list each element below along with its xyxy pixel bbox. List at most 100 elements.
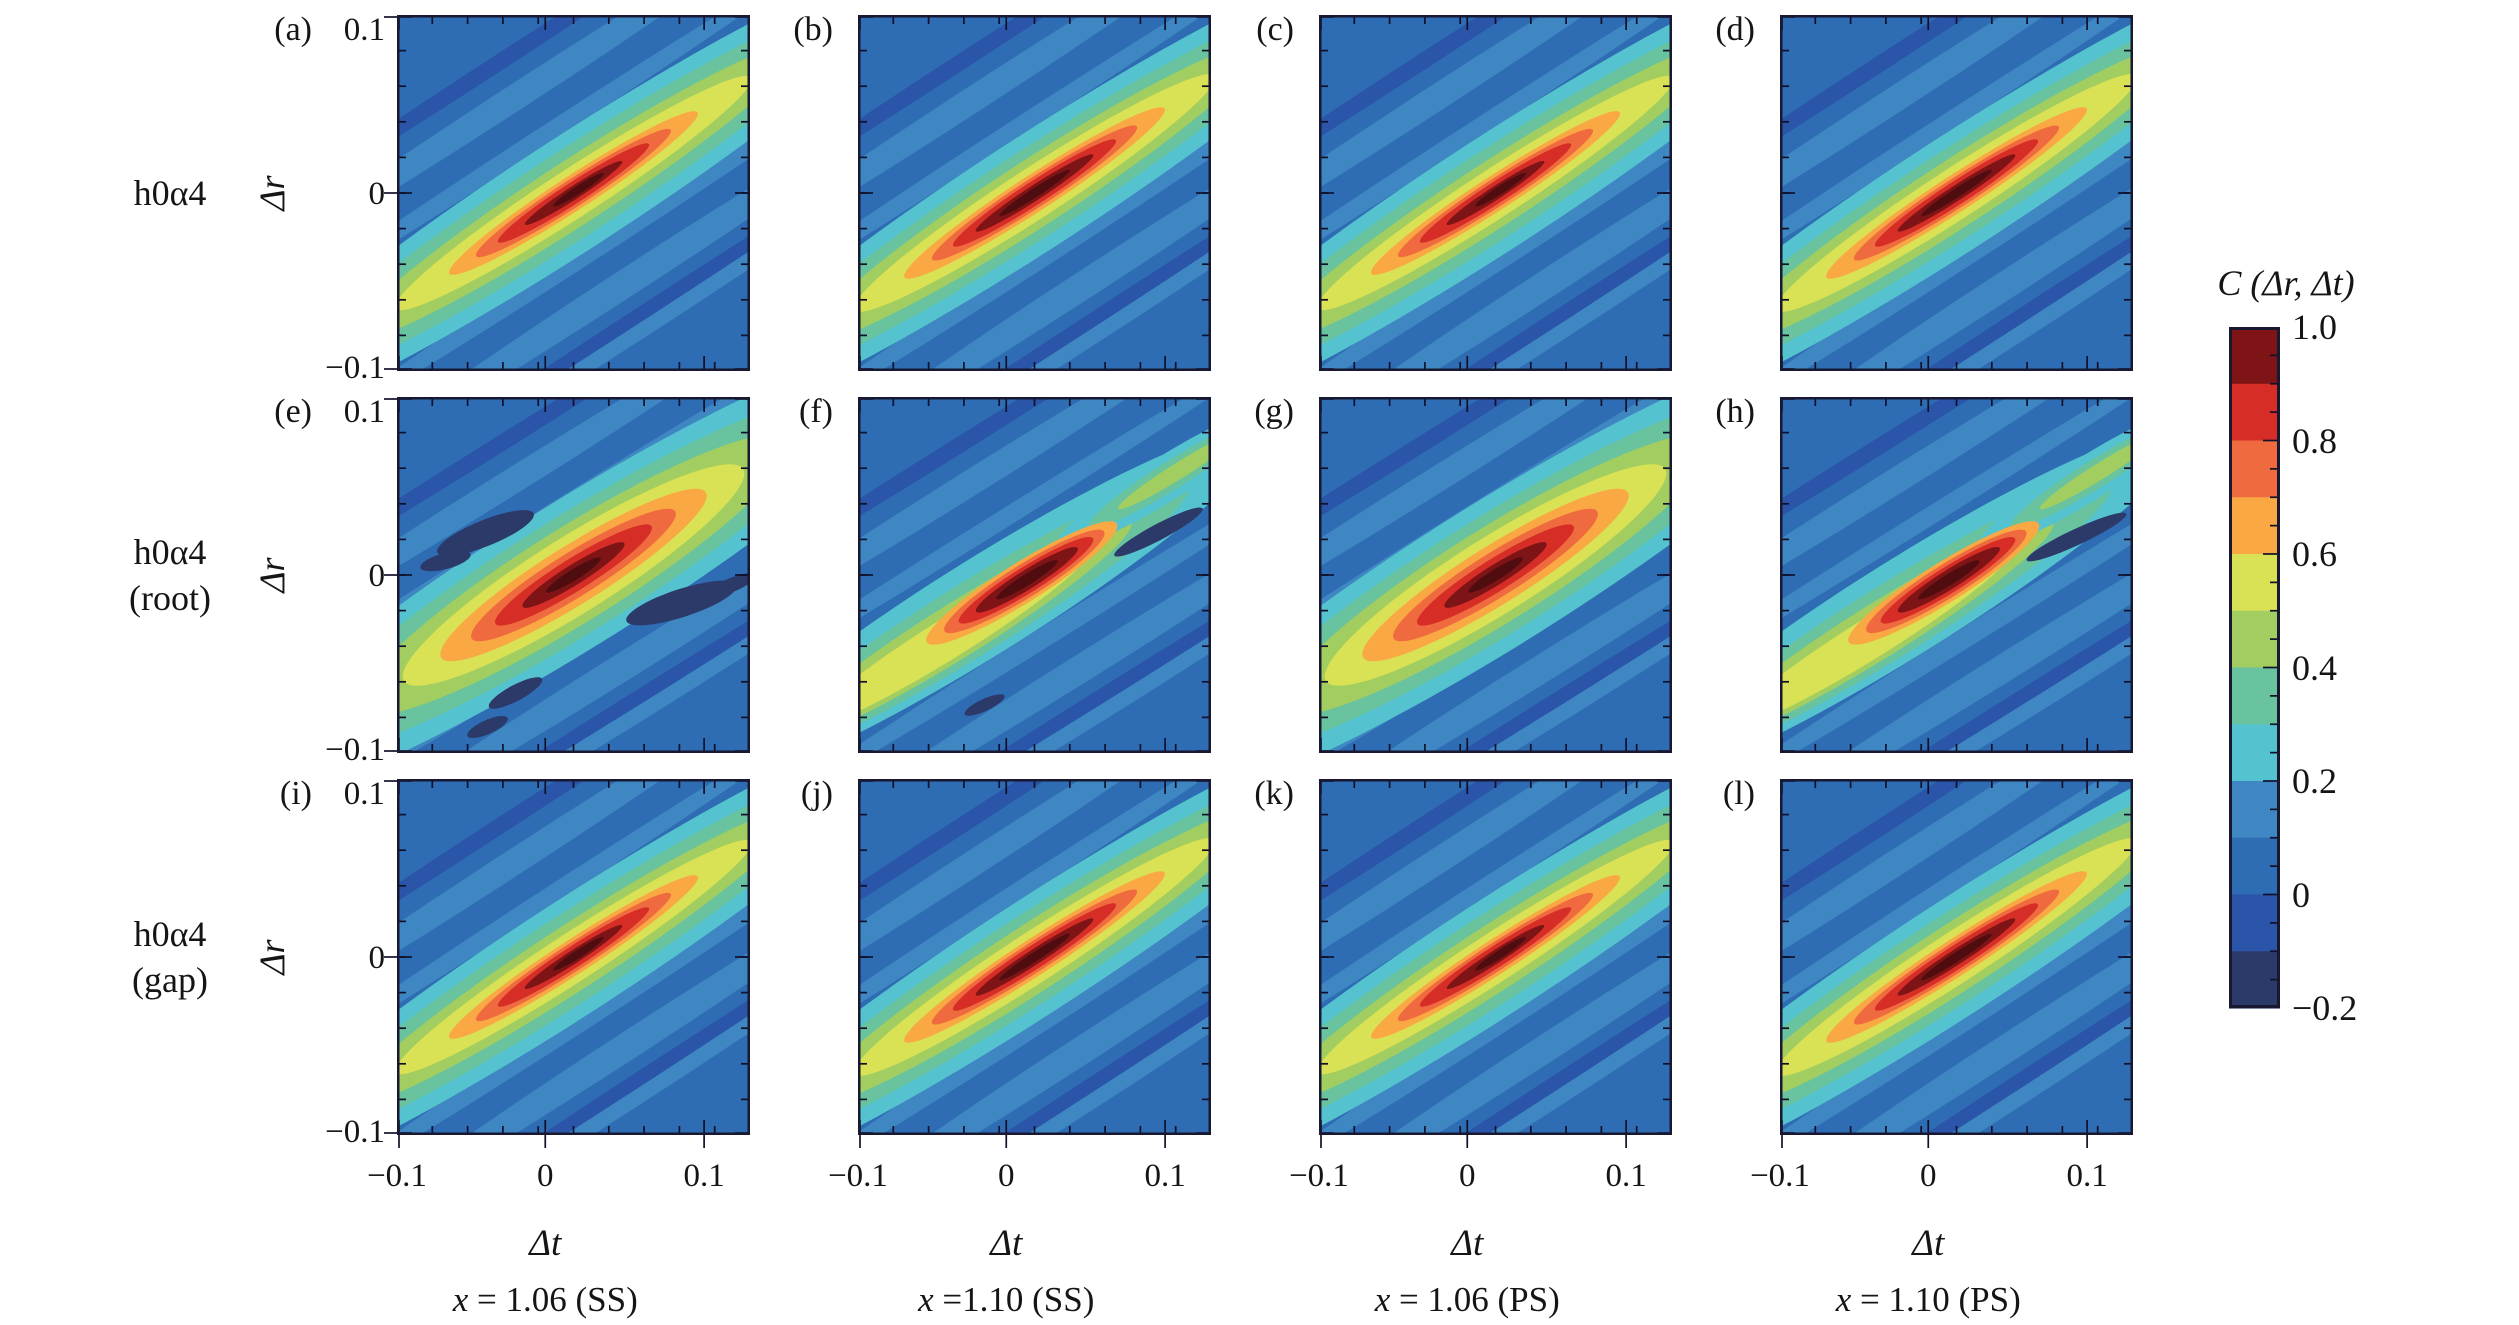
x-tick-label: −0.1	[828, 1158, 888, 1194]
row-label-1-line-0: h0α4	[133, 532, 207, 572]
contour-plot-a	[384, 15, 750, 371]
y-tick-label: 0	[368, 557, 386, 594]
plot-frame	[1319, 779, 1672, 1135]
contour-panel-d	[1780, 15, 2133, 371]
plot-frame	[858, 15, 1211, 371]
x-tick-label: −0.1	[1289, 1158, 1349, 1194]
correlation-ridge	[1319, 15, 1672, 371]
plot-frame	[858, 397, 1211, 753]
panel-label-i: (i)	[279, 775, 312, 812]
panel-label-h: (h)	[1715, 393, 1755, 430]
plot-frame	[858, 779, 1211, 1135]
condition-label-col1: x =1.10 (SS)	[918, 1280, 1095, 1319]
correlation-ridge	[1780, 15, 2133, 371]
colorbar-tick-label: 0.4	[2292, 647, 2337, 688]
x-axis-label-col2: Δt	[1451, 1223, 1484, 1264]
plot-frame	[397, 397, 750, 753]
negative-correlation-blob	[707, 573, 750, 597]
plot-area	[397, 397, 750, 753]
row-label-2-line-1: (gap)	[132, 960, 208, 1000]
colorbar-tick-label: 1.0	[2292, 307, 2337, 347]
plot-area	[858, 15, 1211, 371]
plot-frame	[1319, 397, 1672, 753]
panel-label-a: (a)	[274, 11, 312, 48]
contour-plot-f	[858, 397, 1211, 753]
x-tick-label: 0	[1459, 1158, 1476, 1194]
contour-plot-j	[858, 779, 1211, 1148]
panel-label-e: (e)	[274, 393, 312, 430]
x-tick-label: 0.1	[1605, 1158, 1647, 1194]
x-tick-label: 0.1	[683, 1158, 725, 1194]
plot-frame	[397, 15, 750, 371]
colorbar-svg	[2229, 327, 2280, 1009]
x-tick-label: −0.1	[367, 1158, 427, 1194]
panel-label-d: (d)	[1715, 11, 1755, 48]
y-tick-label: 0.1	[343, 393, 385, 430]
contour-panel-k	[1319, 779, 1672, 1148]
negative-correlation-blob	[964, 694, 1005, 716]
background-streaks	[858, 779, 1211, 1135]
contour-panel-a	[384, 15, 750, 371]
x-tick-label: 0.1	[1144, 1158, 1186, 1194]
negative-correlation-blob	[437, 510, 534, 556]
contour-plot-h	[1780, 397, 2133, 753]
plot-frame	[397, 779, 750, 1135]
negative-correlation-blob	[467, 716, 508, 738]
negative-correlation-blob	[420, 550, 471, 572]
panel-label-j: (j)	[800, 775, 833, 812]
panel-label-f: (f)	[799, 393, 833, 430]
condition-label-col0: x = 1.06 (SS)	[452, 1280, 638, 1319]
plot-frame	[1780, 779, 2133, 1135]
contour-plot-e	[384, 397, 750, 753]
correlation-ridge	[1319, 397, 1672, 753]
correlation-ridge	[858, 15, 1211, 371]
correlation-ridge	[858, 779, 1211, 1135]
colorbar-tick-label: 0.6	[2292, 534, 2337, 574]
plot-frame	[1780, 397, 2133, 753]
panel-label-l: (l)	[1722, 775, 1755, 812]
y-axis-label-row2: Δr	[252, 939, 292, 975]
contour-plot-c	[1319, 15, 1672, 371]
row-label-1-line-1: (root)	[129, 578, 211, 618]
y-tick-label: −0.1	[325, 731, 385, 768]
contour-panel-b	[858, 15, 1211, 371]
correlation-ridge	[1780, 779, 2133, 1135]
correlation-ridge	[397, 15, 750, 371]
x-tick-label: −0.1	[1750, 1158, 1810, 1194]
x-axis-label-col1: Δt	[990, 1223, 1023, 1264]
correlation-ridge	[1319, 779, 1672, 1135]
colorbar-title: C (Δr, Δt)	[2217, 263, 2355, 303]
x-tick-label: 0	[537, 1158, 554, 1194]
panel-label-c: (c)	[1256, 11, 1294, 48]
contour-panel-h	[1780, 397, 2133, 753]
x-tick-label: 0.1	[2066, 1158, 2108, 1194]
x-axis-label-col3: Δt	[1912, 1223, 1945, 1264]
contour-panel-i	[384, 779, 750, 1148]
contour-plot-l	[1780, 779, 2133, 1148]
contour-panel-e	[384, 397, 750, 753]
contour-plot-d	[1780, 15, 2133, 371]
x-tick-label: 0	[998, 1158, 1015, 1194]
axis-ticks	[859, 780, 1209, 1148]
plot-area	[397, 779, 750, 1135]
contour-plot-g	[1319, 397, 1672, 753]
plot-frame	[1780, 15, 2133, 371]
y-axis-label-row0: Δr	[252, 175, 292, 211]
condition-label-col3: x = 1.10 (PS)	[1835, 1280, 2021, 1319]
panel-label-k: (k)	[1254, 775, 1294, 812]
contour-panel-l	[1780, 779, 2133, 1148]
y-tick-label: 0.1	[343, 11, 385, 48]
row-label-2-line-0: h0α4	[133, 914, 207, 954]
colorbar-tick-label: 0.8	[2292, 420, 2337, 461]
contour-panel-j	[858, 779, 1211, 1148]
colorbar-tick-label: 0	[2292, 874, 2310, 915]
correlation-ridge	[397, 397, 750, 753]
row-label-0-line-0: h0α4	[133, 173, 207, 213]
negative-correlation-blob	[1114, 507, 1203, 557]
plot-frame	[1319, 15, 1672, 371]
y-tick-label: 0.1	[343, 775, 385, 812]
negative-correlation-blob	[2026, 512, 2127, 562]
correlation-ridge	[1780, 406, 2133, 753]
contour-plot-k	[1319, 779, 1672, 1148]
